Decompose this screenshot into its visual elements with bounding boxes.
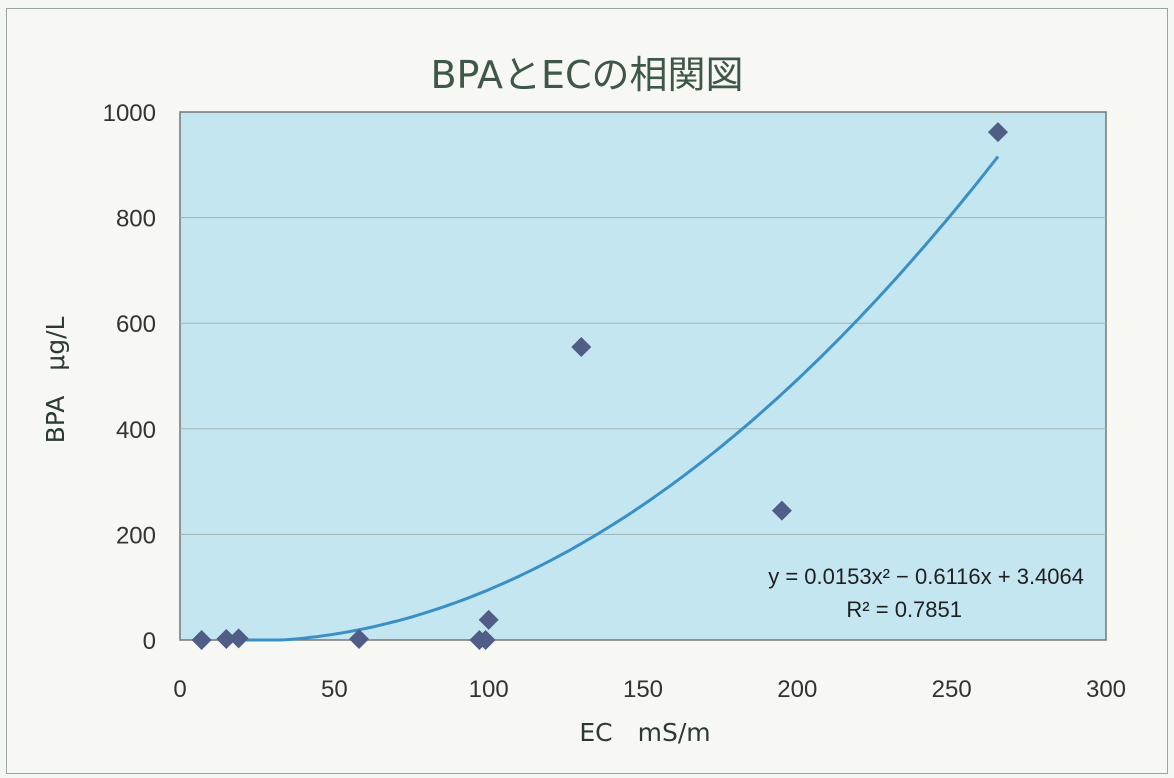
data-point: [349, 628, 370, 649]
data-point: [191, 630, 212, 650]
x-tick-label: 250: [932, 676, 972, 703]
data-point: [478, 609, 499, 630]
trendline-equation: y = 0.0153x² − 0.6116x + 3.4064: [768, 564, 1084, 589]
r-squared-label: R² = 0.7851: [846, 597, 962, 622]
y-tick-label: 1000: [103, 100, 156, 127]
y-tick-label: 400: [116, 417, 156, 444]
plot-area: [179, 111, 1107, 641]
x-tick-label: 0: [173, 676, 186, 703]
chart-title: BPAとECの相関図: [430, 53, 744, 97]
data-point: [475, 630, 496, 650]
x-axis-label: EC mS/m: [579, 718, 710, 747]
y-tick-label: 600: [116, 311, 156, 338]
trendline: [241, 155, 1000, 642]
data-point: [571, 336, 592, 357]
x-tick-label: 150: [623, 676, 663, 703]
x-tick-label: 100: [469, 676, 509, 703]
data-point: [228, 628, 249, 649]
data-point: [771, 500, 792, 521]
data-point: [987, 122, 1008, 143]
data-point: [216, 628, 237, 649]
x-tick-label: 50: [321, 676, 348, 703]
y-tick-label: 0: [143, 628, 156, 655]
x-tick-label: 300: [1086, 676, 1126, 703]
y-axis-label: BPA μg/L: [41, 317, 70, 444]
x-tick-label: 200: [777, 676, 817, 703]
y-tick-label: 200: [116, 522, 156, 549]
y-tick-label: 800: [116, 206, 156, 233]
